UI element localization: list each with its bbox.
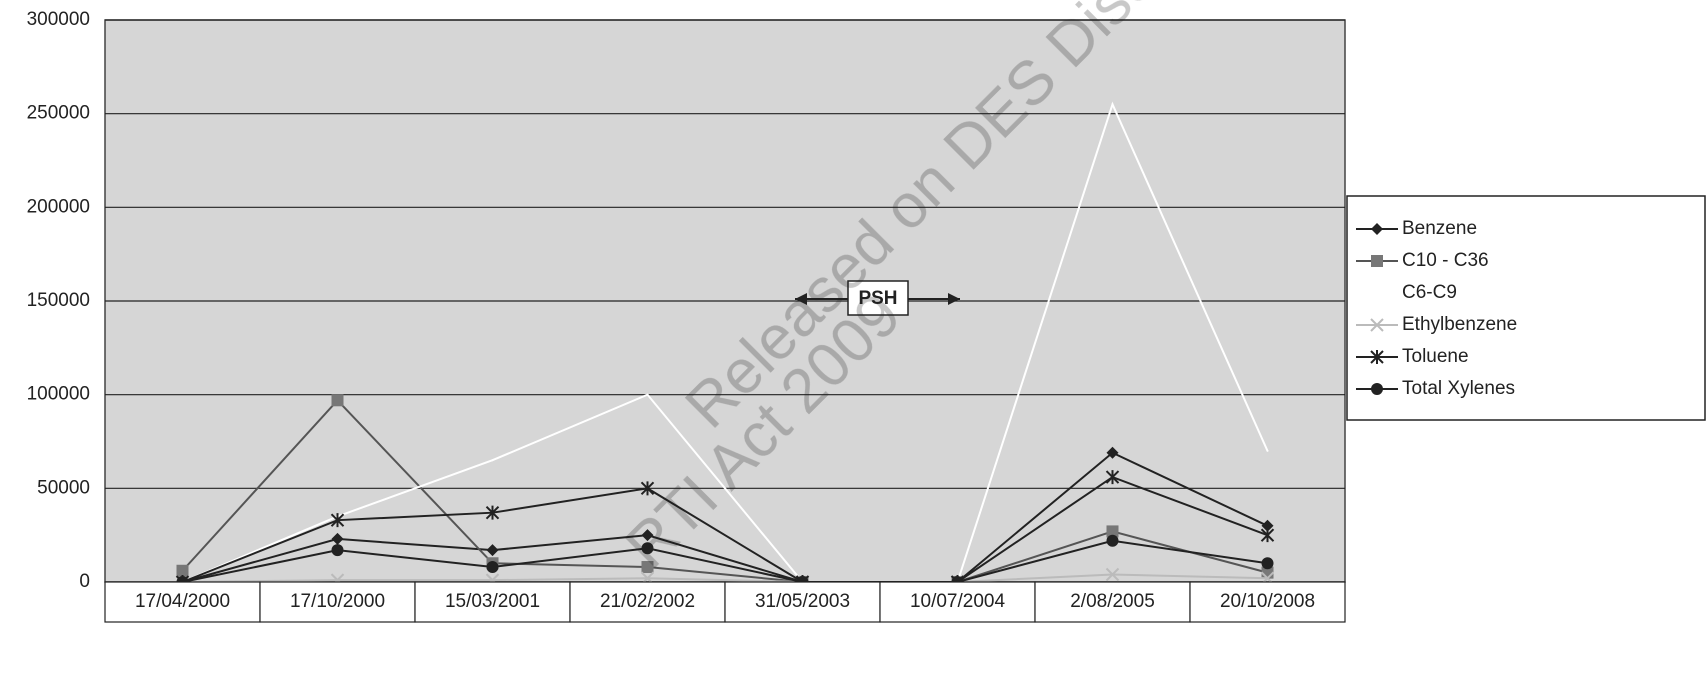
category-cell [1189,581,1346,623]
category-cell [1034,581,1191,623]
x-tick-label: 10/07/2004 [910,591,1006,612]
legend-label: Total Xylenes [1402,378,1515,399]
point [1371,383,1383,395]
category-cell [104,581,261,623]
y-tick-label: 300000 [27,9,90,30]
point [1261,519,1274,532]
point [1266,449,1269,452]
x-tick-label: 21/02/2002 [600,591,695,612]
psh-annotation: PSH [795,280,960,316]
y-tick-label: 150000 [27,290,90,311]
y-tick-label: 250000 [27,103,90,124]
point [1370,318,1384,332]
category-cell [414,581,571,623]
point [491,459,494,462]
y-tick-label: 100000 [27,384,90,405]
category-cell [259,581,416,623]
x-tick-label: 20/10/2008 [1220,591,1315,612]
y-tick-label: 0 [79,571,90,592]
category-cell [569,581,726,623]
x-tick-label: 17/10/2000 [290,591,385,612]
x-tick-label: 2/08/2005 [1070,591,1155,612]
series-line [182,539,1268,583]
point [176,564,189,577]
series-line [182,451,1268,583]
legend-label: Toluene [1402,346,1469,367]
point [1105,567,1120,582]
series-line [182,573,1268,583]
point [1111,103,1114,106]
legend: Benzene C10 - C36 C6-C9 Ethylbenzene Toluene… [1356,218,1517,399]
point [1371,255,1383,267]
legend-label: Benzene [1402,218,1477,239]
point [1106,534,1119,547]
series-line [182,101,1269,583]
point [646,393,649,396]
annotation-box [847,280,909,316]
point [330,513,345,528]
point [331,394,344,407]
point [1370,350,1384,364]
point [486,544,499,557]
point [640,481,655,496]
point [641,529,654,542]
point [641,561,654,574]
category-cell [879,581,1036,623]
point [1260,528,1275,543]
point [485,505,500,520]
x-tick-label: 31/05/2003 [755,591,850,612]
category-cell [724,581,881,623]
point [1106,446,1119,459]
legend-box [1346,195,1706,421]
annotation-text: PSH [858,288,897,309]
point [486,561,499,574]
point [331,532,344,545]
series-line [182,475,1268,583]
x-tick-label: 15/03/2001 [445,591,540,612]
point [1105,470,1120,485]
legend-label: Ethylbenzene [1402,314,1517,335]
x-tick-label: 17/04/2000 [135,591,230,612]
point [1106,525,1119,538]
point [1376,292,1378,294]
point [331,544,344,557]
legend-label: C6-C9 [1402,282,1457,303]
y-tick-label: 200000 [27,196,90,217]
legend-label: C10 - C36 [1402,250,1489,271]
series-line [181,398,1268,583]
point [641,542,654,555]
point [1371,223,1383,235]
point [1261,557,1274,570]
y-tick-label: 50000 [37,477,90,498]
